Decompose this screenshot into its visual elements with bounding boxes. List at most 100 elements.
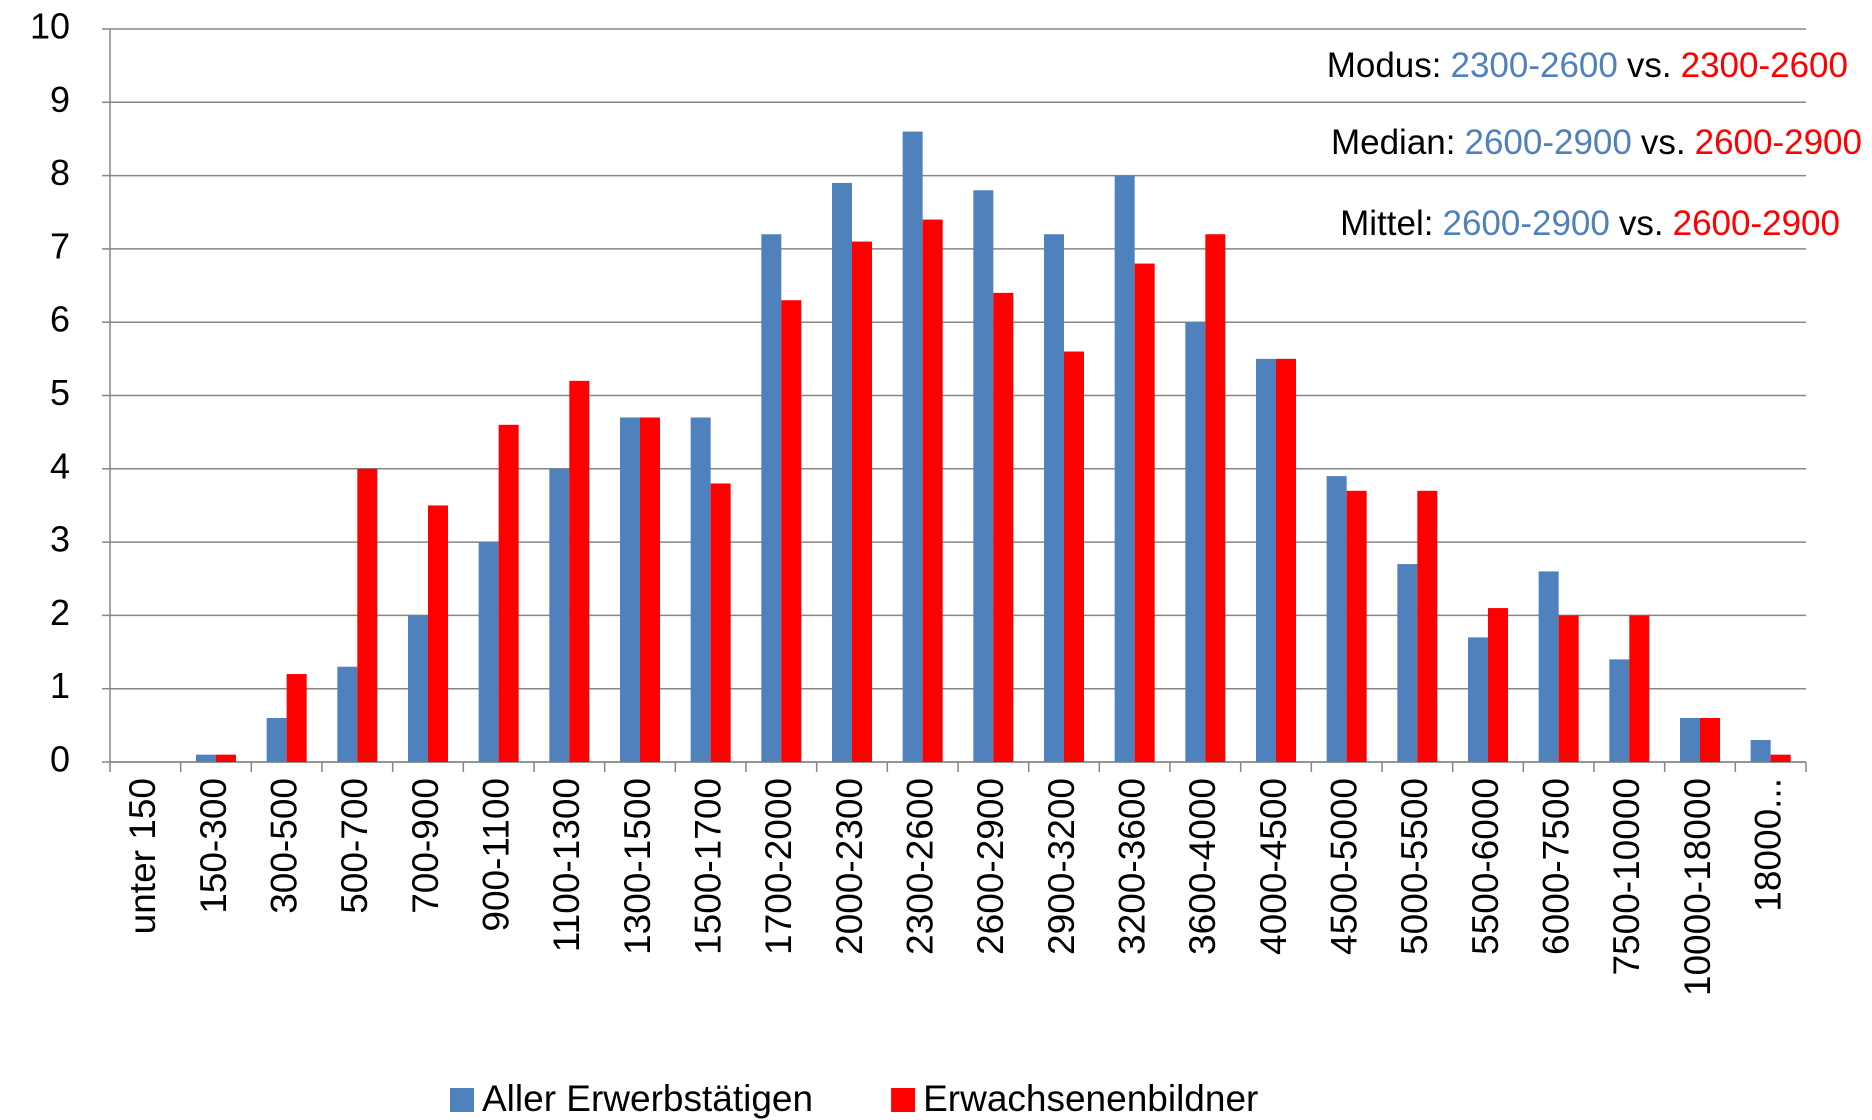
bar: [498, 424, 519, 762]
annotation-label: Mittel:: [1340, 204, 1433, 243]
bar: [337, 666, 358, 762]
annotation-second: 2300-2600: [1681, 46, 1848, 85]
x-tick-label: 700-900: [405, 778, 446, 914]
bar: [1114, 175, 1135, 763]
bar: [902, 131, 923, 762]
x-tick-label: 4000-4500: [1253, 778, 1294, 955]
bar: [1044, 234, 1064, 763]
bar: [1134, 263, 1155, 762]
x-tick-label: 500-700: [334, 778, 375, 914]
bar: [620, 417, 640, 762]
x-tick-label: 4500-5000: [1323, 778, 1364, 955]
x-tick-label: 2600-2900: [970, 778, 1011, 955]
bar: [1397, 564, 1418, 762]
legend-label: Erwachsenenbildner: [923, 1078, 1258, 1119]
annotation-first: 2600-2900: [1464, 123, 1631, 162]
bar: [1558, 615, 1579, 762]
bar: [1276, 358, 1296, 762]
bar: [832, 182, 852, 762]
y-tick-label: 4: [50, 445, 70, 486]
x-tick-label: 2900-3200: [1041, 778, 1082, 955]
bar: [1770, 754, 1791, 762]
bar: [781, 300, 802, 762]
y-tick-label: 2: [50, 592, 70, 633]
bar: [1700, 718, 1720, 762]
bar: [1750, 740, 1771, 762]
annotation: Modus: 2300-2600 vs. 2300-2600: [1327, 46, 1848, 85]
x-tick-label: 5000-5500: [1394, 778, 1435, 955]
annotation-vs: vs.: [1641, 123, 1686, 162]
x-tick-label: 900-1100: [475, 778, 516, 932]
bar: [1538, 571, 1559, 762]
bar: [569, 380, 590, 762]
bar: [690, 417, 711, 762]
bar: [973, 190, 994, 762]
bar: [1609, 659, 1630, 762]
legend-swatch: [450, 1088, 474, 1112]
y-tick-label: 8: [50, 152, 70, 193]
x-tick-label: 18000...: [1747, 778, 1788, 912]
bar: [357, 468, 378, 762]
x-tick-label: 3600-4000: [1182, 778, 1223, 955]
x-tick-label: 3200-3600: [1111, 778, 1152, 955]
annotation-label: Median:: [1331, 123, 1456, 162]
x-tick-label: 2300-2600: [899, 778, 940, 955]
x-tick-label: unter 150: [122, 778, 163, 934]
y-tick-label: 7: [50, 225, 70, 266]
x-tick-label: 300-500: [263, 778, 304, 914]
annotation-vs: vs.: [1627, 46, 1672, 85]
bar: [549, 468, 570, 762]
bar: [1417, 490, 1438, 762]
bar: [1205, 234, 1226, 763]
annotation-vs: vs.: [1619, 204, 1664, 243]
bar: [1256, 358, 1276, 762]
bar: [1326, 476, 1347, 762]
bar: [196, 754, 216, 762]
x-tick-label: 1100-1300: [546, 778, 587, 952]
x-tick-label: 10000-18000: [1677, 778, 1718, 996]
annotation-second: 2600-2900: [1695, 123, 1862, 162]
bar: [1629, 615, 1650, 762]
bar: [1346, 490, 1367, 762]
bar: [1488, 608, 1508, 762]
y-tick-label: 3: [50, 519, 70, 560]
y-tick-label: 0: [50, 739, 70, 780]
x-tick-label: 1700-2000: [758, 778, 799, 955]
annotation: Median: 2600-2900 vs. 2600-2900: [1331, 123, 1862, 162]
bar: [408, 615, 428, 762]
bar: [266, 718, 287, 762]
x-tick-label: 6000-7500: [1535, 778, 1576, 955]
bar: [1064, 351, 1084, 762]
bar: [286, 674, 307, 762]
annotation: Mittel: 2600-2900 vs. 2600-2900: [1340, 204, 1840, 243]
bar: [216, 754, 236, 762]
bar: [710, 483, 731, 762]
x-tick-label: 1300-1500: [617, 778, 658, 955]
bar: [1468, 637, 1488, 762]
y-tick-label: 9: [50, 79, 70, 120]
x-tick-label: 1500-1700: [687, 778, 728, 955]
legend-swatch: [891, 1088, 916, 1112]
bar: [922, 219, 943, 762]
y-tick-label: 1: [50, 665, 70, 706]
bar: [852, 241, 872, 762]
y-tick-label: 6: [50, 299, 70, 340]
annotation-label: Modus:: [1327, 46, 1442, 85]
bar: [761, 234, 782, 763]
y-tick-label: 5: [50, 372, 70, 413]
bar: [1680, 718, 1700, 762]
legend-label: Aller Erwerbstätigen: [482, 1078, 813, 1119]
x-tick-label: 150-300: [193, 778, 234, 914]
annotation-second: 2600-2900: [1673, 204, 1840, 243]
bar: [640, 417, 660, 762]
bar: [993, 292, 1014, 762]
annotation-first: 2600-2900: [1442, 204, 1609, 243]
x-tick-label: 7500-10000: [1606, 778, 1647, 976]
bar: [428, 505, 448, 762]
bar: [1185, 322, 1206, 762]
y-tick-label: 10: [30, 6, 70, 47]
x-tick-label: 2000-2300: [829, 778, 870, 955]
bar: [478, 542, 499, 762]
annotation-first: 2300-2600: [1450, 46, 1617, 85]
